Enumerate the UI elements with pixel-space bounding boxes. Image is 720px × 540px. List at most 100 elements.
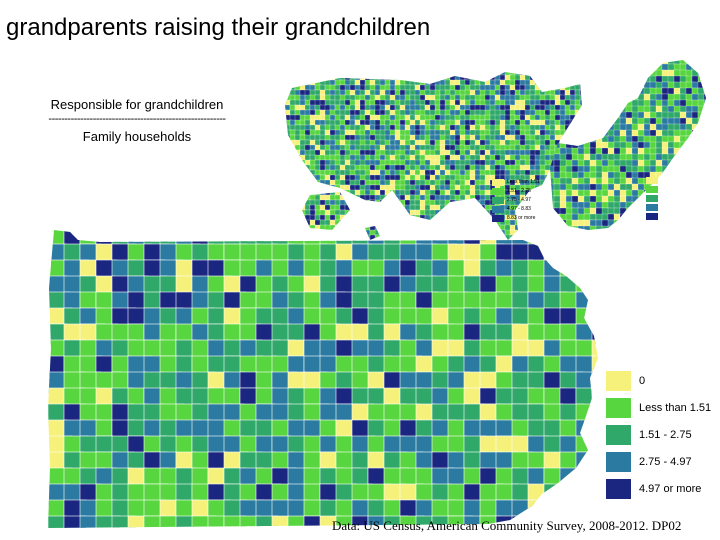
- map-region: [643, 75, 651, 83]
- map-region: [374, 99, 381, 106]
- map-region: [409, 194, 416, 201]
- map-region: [619, 219, 630, 227]
- map-region: [434, 109, 441, 116]
- map-region: [613, 93, 624, 102]
- map-region: [638, 232, 646, 233]
- map-region: [553, 63, 563, 72]
- map-region: [595, 60, 606, 67]
- map-region: [583, 93, 593, 102]
- map-region: [595, 177, 603, 185]
- map-region: [334, 219, 341, 226]
- map-region: [577, 129, 586, 139]
- map-region: [207, 515, 225, 528]
- map-region: [667, 219, 678, 230]
- map-region: [434, 174, 441, 181]
- map-region: [289, 199, 296, 207]
- map-region: [571, 153, 579, 161]
- map-region: [703, 201, 706, 210]
- map-region: [649, 63, 658, 71]
- map-region: [479, 72, 488, 76]
- map-region: [691, 189, 700, 199]
- map-region: [550, 81, 557, 90]
- map-region: [285, 139, 291, 147]
- map-region: [389, 204, 398, 213]
- map-region: [369, 219, 376, 227]
- map-region: [464, 72, 472, 76]
- map-region: [601, 93, 611, 102]
- map-region: [571, 129, 582, 138]
- map-region: [294, 169, 301, 178]
- map-region: [673, 189, 681, 200]
- map-region: [691, 129, 701, 138]
- map-region: [577, 75, 586, 83]
- map-region: [591, 275, 598, 296]
- map-region: [285, 134, 287, 141]
- map-region: [289, 74, 296, 83]
- map-region: [565, 87, 576, 97]
- map-region: [583, 117, 591, 128]
- map-region: [419, 72, 427, 76]
- map-region: [127, 499, 146, 519]
- map-region: [434, 209, 442, 218]
- map-region: [631, 207, 640, 215]
- map-region: [359, 209, 368, 218]
- map-region: [595, 129, 603, 137]
- map-region: [559, 87, 569, 95]
- map-region: [559, 135, 567, 143]
- map-region: [289, 194, 296, 202]
- map-region: [424, 99, 431, 106]
- map-region: [404, 74, 411, 82]
- map-region: [429, 164, 436, 171]
- map-region: [703, 129, 706, 137]
- map-region: [339, 219, 347, 226]
- map-region: [553, 129, 564, 140]
- map-region: [571, 63, 579, 72]
- map-region: [344, 72, 352, 78]
- map-region: [667, 201, 678, 209]
- map-region: [550, 69, 555, 79]
- map-region: [359, 219, 367, 227]
- map-region: [703, 153, 706, 161]
- map-region: [349, 72, 357, 78]
- map-region: [285, 159, 288, 167]
- map-region: [285, 72, 286, 76]
- map-region: [404, 72, 413, 76]
- map-region: [565, 195, 573, 203]
- map-region: [692, 232, 701, 233]
- map-region: [364, 204, 373, 212]
- map-region: [685, 207, 693, 218]
- map-region: [697, 183, 706, 194]
- map-region: [434, 94, 441, 101]
- map-region: [619, 60, 628, 67]
- map-region: [553, 99, 561, 108]
- map-region: [285, 204, 288, 211]
- map-region: [697, 213, 706, 222]
- map-region: [591, 403, 598, 426]
- map-region: [703, 219, 706, 229]
- map-region: [349, 199, 357, 206]
- map-region: [550, 75, 555, 86]
- map-region: [661, 219, 670, 230]
- map-region: [469, 219, 476, 227]
- map-region: [287, 515, 306, 528]
- map-region: [294, 119, 301, 126]
- map-region: [285, 179, 286, 187]
- map-region: [289, 219, 298, 228]
- map-region: [329, 94, 336, 101]
- map-region: [285, 124, 288, 131]
- map-region: [685, 219, 694, 229]
- map-region: [479, 114, 486, 121]
- map-region: [379, 214, 388, 222]
- map-region: [334, 72, 342, 76]
- map-region: [444, 214, 453, 223]
- map-region: [697, 219, 706, 227]
- legend-swatch: [646, 194, 658, 202]
- map-region: [703, 99, 706, 108]
- legend-swatch: [606, 452, 631, 472]
- map-region: [579, 94, 582, 102]
- map-region: [559, 63, 567, 74]
- map-region: [294, 184, 303, 193]
- map-region: [685, 201, 694, 209]
- map-region: [489, 72, 498, 76]
- map-region: [559, 129, 567, 138]
